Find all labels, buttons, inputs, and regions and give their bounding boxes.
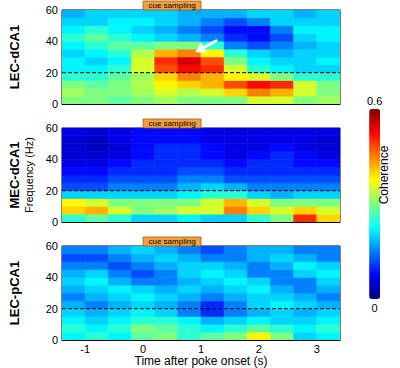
svg-text:0: 0 — [140, 343, 146, 355]
svg-text:MEC-dCA1: MEC-dCA1 — [7, 141, 22, 208]
svg-text:0: 0 — [52, 216, 58, 228]
svg-text:60: 60 — [46, 122, 58, 134]
svg-text:Time after poke onset (s): Time after poke onset (s) — [135, 354, 268, 368]
svg-text:Coherence: Coherence — [377, 145, 391, 204]
svg-text:cue sampling: cue sampling — [148, 1, 195, 10]
svg-text:60: 60 — [46, 240, 58, 252]
svg-text:20: 20 — [46, 303, 58, 315]
svg-text:1: 1 — [198, 343, 204, 355]
svg-text:3: 3 — [314, 343, 320, 355]
svg-text:LEC-pCA1: LEC-pCA1 — [7, 261, 22, 325]
svg-text:2: 2 — [256, 343, 262, 355]
svg-text:20: 20 — [46, 185, 58, 197]
svg-text:Frequency (Hz): Frequency (Hz) — [23, 137, 35, 213]
svg-text:0: 0 — [52, 98, 58, 110]
svg-text:cue sampling: cue sampling — [148, 237, 195, 246]
svg-text:40: 40 — [46, 153, 58, 165]
svg-text:40: 40 — [46, 271, 58, 283]
svg-text:LEC-dCA1: LEC-dCA1 — [7, 25, 22, 89]
svg-text:-1: -1 — [80, 343, 90, 355]
svg-text:20: 20 — [46, 67, 58, 79]
svg-text:40: 40 — [46, 35, 58, 47]
svg-text:0: 0 — [52, 334, 58, 346]
svg-text:60: 60 — [46, 4, 58, 16]
svg-text:cue sampling: cue sampling — [148, 119, 195, 128]
svg-text:0.6: 0.6 — [367, 95, 382, 107]
svg-text:0: 0 — [372, 302, 378, 314]
